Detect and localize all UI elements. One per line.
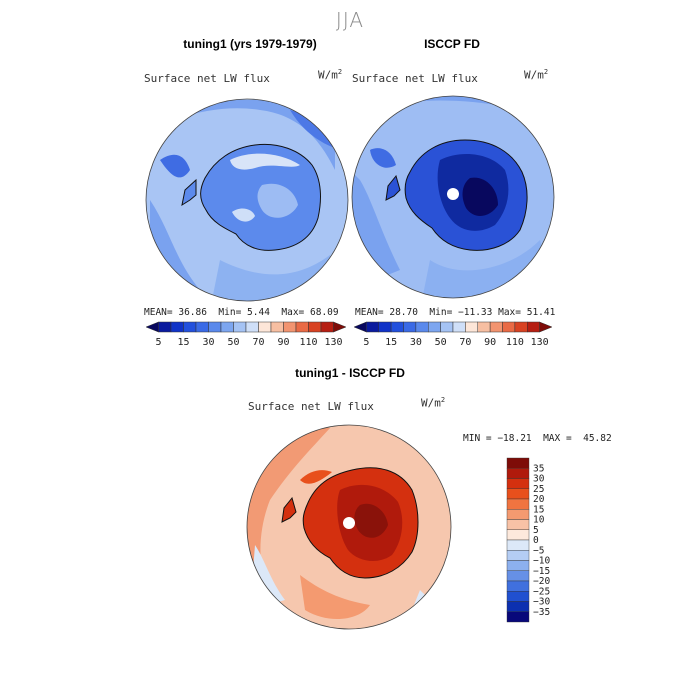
panel3-variable-label: Surface net LW flux: [248, 400, 374, 413]
panel3-colorbar-swatch: [506, 478, 530, 489]
panel3-colorbar-tick-label: 0: [533, 535, 539, 546]
panel3-colorbar-swatch: [506, 580, 530, 592]
panel2-colorbar-tick-label: 5: [363, 337, 369, 348]
panel3-colorbar-swatch: [506, 519, 530, 530]
panel1-min-label: Min=: [218, 307, 242, 318]
panel3-pole-mask: [343, 517, 355, 529]
panel3-colorbar-tick-label: −5: [533, 545, 544, 556]
panel1-min: 5.44: [247, 307, 270, 318]
panel1-colorbar-tick-label: 30: [202, 337, 214, 348]
panel1-colorbar-tick-label: 5: [155, 337, 161, 348]
panel3-title: tuning1 - ISCCP FD: [295, 366, 405, 380]
panel2-colorbar-high-end: [539, 321, 553, 333]
panel3-colorbar-swatch: [506, 591, 530, 602]
panel2-stats: MEAN= 28.70 Min= −11.33 Max= 51.41: [355, 307, 555, 318]
panel1-title: tuning1 (yrs 1979-1979): [183, 37, 317, 51]
panel3-colorbar-swatch: [506, 509, 530, 520]
panel3-colorbar-swatch: [506, 498, 530, 510]
panel2-max-label: Max=: [498, 307, 521, 318]
panel3-colorbar-swatch: [506, 560, 530, 571]
panel1-units: W/m2: [318, 68, 343, 82]
panel1-max-label: Max=: [281, 307, 305, 318]
panel2-mean-label: MEAN=: [355, 307, 384, 318]
panel2-colorbar-tick-label: 90: [484, 337, 496, 348]
panel1-mean-label: MEAN=: [144, 307, 173, 318]
panel3-colorbar-swatch: [506, 488, 530, 500]
panel3-units: W/m2: [421, 396, 446, 410]
panel3-colorbar-tick-label: −30: [533, 597, 550, 608]
panel3-colorbar-tick-label: 20: [533, 494, 545, 505]
panel2-colorbar-tick-label: 50: [435, 337, 447, 348]
panel3-colorbar-swatch: [506, 529, 530, 541]
panel3-colorbar-swatch: [506, 611, 530, 623]
panel1-colorbar-tick-label: 15: [177, 337, 189, 348]
panel3-colorbar-tick-label: −20: [533, 576, 550, 587]
panel3-colorbar-swatch: [506, 550, 530, 561]
panel1-stats: MEAN= 36.86 Min= 5.44 Max= 68.09: [144, 307, 339, 318]
panel3-colorbar-swatch: [506, 457, 530, 469]
panel2-mean: 28.70: [389, 307, 418, 318]
panel1-colorbar-tick-label: 130: [324, 337, 342, 348]
panel3-colorbar-tick-label: 5: [533, 525, 539, 536]
panel1-colorbar-high-end: [333, 321, 347, 333]
panel3-colorbar-tick-label: 10: [533, 515, 545, 526]
panel1-variable-label: Surface net LW flux: [144, 72, 270, 85]
panel2-min: −11.33: [458, 307, 493, 318]
panel2-min-label: Min=: [429, 307, 453, 318]
panel3-colorbar-tick-label: 25: [533, 484, 544, 495]
panel3-colorbar-swatch: [506, 468, 530, 479]
panel3-colorbar-tick-label: −15: [533, 566, 550, 577]
panel3-colorbar-swatch: [506, 539, 530, 551]
panel2-title: ISCCP FD: [424, 37, 480, 51]
panel3-colorbar-tick-label: 15: [533, 504, 544, 515]
panel3-colorbar-swatch: [506, 601, 530, 612]
panel2-colorbar-tick-label: 110: [506, 337, 524, 348]
panel1-colorbar-tick-label: 70: [252, 337, 264, 348]
panel3-colorbar-tick-label: −25: [533, 586, 550, 597]
panel3-min-max: MIN = −18.21 MAX = 45.82: [463, 433, 612, 444]
panel1-colorbar-tick-label: 110: [299, 337, 317, 348]
panel2-pole-mask: [447, 188, 459, 200]
panel3-colorbar-swatch: [506, 570, 530, 582]
panel2-max: 51.41: [526, 307, 556, 318]
panel3-colorbar-tick-label: −35: [533, 607, 550, 618]
season-title: JJA: [335, 8, 365, 32]
panel1-colorbar-tick-label: 90: [277, 337, 289, 348]
panel2-colorbar-tick-label: 130: [531, 337, 549, 348]
panel1-colorbar-tick-label: 50: [227, 337, 239, 348]
panel3-colorbar-tick-label: −10: [533, 556, 550, 567]
panel1-max: 68.09: [310, 307, 339, 318]
panel2-colorbar-tick-label: 15: [385, 337, 397, 348]
panel2-units: W/m2: [524, 68, 549, 82]
panel2-variable-label: Surface net LW flux: [352, 72, 478, 85]
panel1-mean: 36.86: [178, 307, 207, 318]
panel2-colorbar-tick-label: 30: [410, 337, 422, 348]
panel3-colorbar-tick-label: 30: [533, 474, 545, 485]
panel3-colorbar-tick-label: 35: [533, 463, 544, 474]
panel2-colorbar-tick-label: 70: [459, 337, 471, 348]
